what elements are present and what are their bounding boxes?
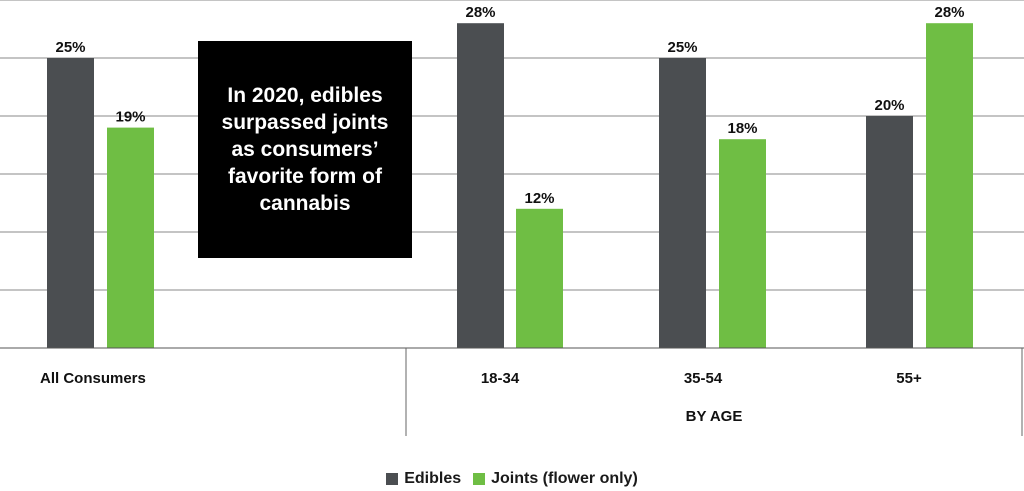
category-label: 55+ (896, 370, 922, 387)
legend-item-edibles: Edibles (386, 470, 461, 488)
group-label: BY AGE (686, 408, 743, 425)
bar (659, 58, 706, 348)
data-label: 25% (667, 39, 697, 56)
bar (457, 23, 504, 348)
legend-swatch-joints (473, 473, 486, 485)
data-label: 28% (934, 4, 964, 21)
data-label: 25% (55, 39, 85, 56)
bar (47, 58, 94, 348)
legend-label-edibles: Edibles (404, 470, 462, 487)
x-axis: All Consumers 18-34 35-54 55+ BY AGE (0, 347, 1024, 436)
category-label: 18-34 (481, 370, 520, 387)
data-label: 19% (115, 109, 145, 126)
bars (47, 23, 973, 348)
bar (926, 23, 973, 348)
legend-label-joints: Joints (flower only) (491, 470, 638, 487)
bar (866, 116, 913, 348)
category-label: All Consumers (40, 370, 146, 387)
bar (516, 208, 563, 348)
bar (107, 127, 154, 348)
callout-text: In 2020, edibles surpassed joints as con… (221, 84, 389, 215)
legend-item-joints: Joints (flower only) (473, 470, 638, 488)
data-label: 20% (874, 97, 904, 114)
bar-chart: 25% 28% 25% 20% 19% 12% 18% 28% All Consumers 18… (0, 0, 1024, 436)
callout-box: In 2020, edibles surpassed joints as con… (198, 41, 412, 258)
data-label: 12% (524, 190, 554, 207)
category-label: 35-54 (684, 370, 723, 387)
legend-swatch-edibles (386, 473, 399, 485)
legend: Edibles Joints (flower only) (0, 470, 1024, 488)
data-label: 18% (727, 120, 757, 137)
data-label: 28% (465, 4, 495, 21)
bar (719, 139, 766, 348)
gridlines (0, 0, 1024, 291)
value-labels: 25% 28% 25% 20% 19% 12% 18% 28% (55, 4, 964, 207)
